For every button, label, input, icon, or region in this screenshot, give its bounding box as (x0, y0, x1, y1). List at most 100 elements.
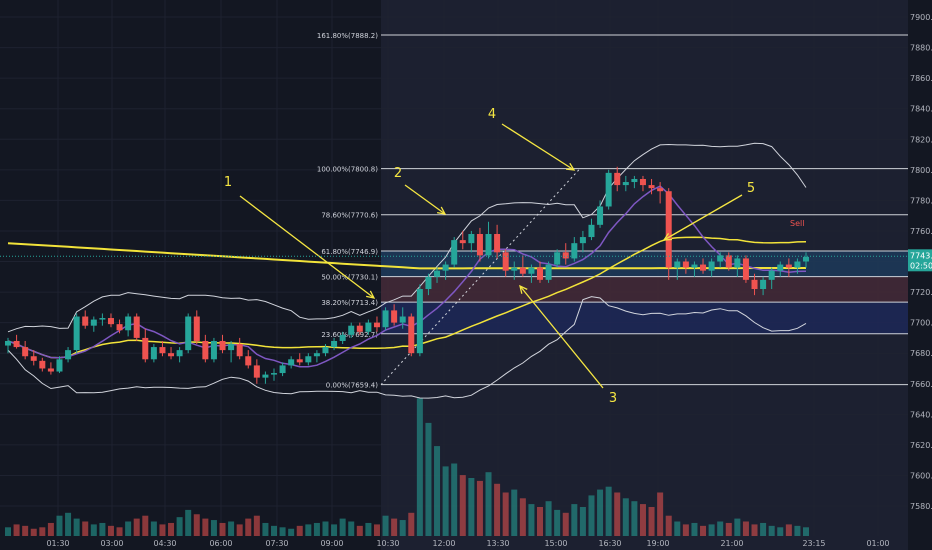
candle-body (168, 353, 175, 357)
price-tick-label: 7700.0 (910, 319, 932, 328)
volume-bar (373, 524, 380, 536)
candle-body (682, 261, 689, 268)
candle-body (4, 340, 12, 346)
volume-bar (331, 524, 338, 536)
candles[interactable] (4, 166, 810, 384)
volume-bar (382, 515, 389, 536)
volume-bar (228, 521, 235, 536)
time-tick-label: 03:00 (100, 539, 123, 548)
volume-bar (236, 524, 243, 536)
volume-bar (502, 492, 509, 536)
volume-bar (622, 498, 629, 536)
candle-body (39, 360, 46, 369)
time-tick-label: 15:00 (544, 539, 567, 548)
volume-bar (245, 518, 252, 536)
volume-bar (571, 504, 578, 536)
volume-bar (125, 521, 132, 536)
candle-body (262, 374, 269, 378)
volume-bar (700, 525, 707, 536)
candle-body (82, 316, 89, 326)
ma-long-line (7, 242, 806, 270)
volume-bar (408, 512, 415, 536)
annotation-arrow (239, 195, 375, 299)
volume-bar (22, 525, 29, 536)
fib-zones (381, 250, 908, 334)
time-tick-label: 06:00 (209, 539, 232, 548)
price-tick-label: 7780.0 (910, 196, 932, 205)
candle-body (717, 255, 724, 262)
candle-body (288, 359, 295, 366)
volume-bar (133, 518, 140, 536)
annotation-arrowhead (366, 290, 376, 299)
volume-bar (4, 527, 12, 536)
fib-level-label: 161.80%(7888.2) (317, 32, 378, 40)
volume-bar (785, 524, 792, 536)
volume-bar (296, 525, 303, 536)
volume-bar (511, 489, 518, 536)
volume-bar (107, 525, 114, 536)
candle-body (485, 233, 492, 256)
candle-body (734, 258, 741, 268)
candle-body (270, 373, 278, 375)
candle-body (674, 261, 681, 268)
candle-body (150, 347, 157, 360)
candle-body (408, 316, 415, 354)
time-tick-label: 21:00 (720, 539, 743, 548)
annotation-number: 1 (224, 175, 232, 190)
candle-body (382, 310, 389, 328)
volume-bar (468, 478, 475, 536)
annotation-arrow (501, 123, 575, 171)
annotation-arrowhead (565, 162, 576, 171)
volume-bar (90, 524, 97, 536)
volume-bar (142, 515, 149, 536)
volume-bar (168, 522, 175, 536)
volume-bar (682, 524, 689, 536)
current-price-label: 7743.4 (910, 251, 932, 260)
candle-body (425, 276, 432, 290)
candle-body (47, 368, 54, 372)
annotation-number: 4 (488, 107, 496, 122)
price-tick-label: 7600.0 (910, 471, 932, 480)
volume-bar (270, 525, 278, 536)
candle-body (202, 340, 209, 360)
time-axis[interactable]: 01:30 03:00 04:30 06:00 07:30 09:00 10:30 12:00… (46, 539, 889, 548)
price-axis[interactable]: 7580.0 7600.0 7620.0 7640.0 7660.0 7680.0 7700… (908, 0, 932, 550)
volume-bar (13, 524, 20, 536)
candle-body (133, 316, 140, 338)
time-tick-label: 10:30 (376, 539, 399, 548)
volume-bar (665, 515, 672, 536)
annotation-arrowhead (519, 284, 528, 294)
price-tick-label: 7580.0 (910, 502, 932, 511)
candle-body (99, 318, 106, 320)
candle-body (794, 261, 801, 268)
candle-body (657, 188, 664, 192)
fib-level-label: 100.00%(7800.8) (317, 166, 378, 174)
volume-bar (176, 517, 183, 536)
candle-body (176, 350, 183, 357)
candle-body (588, 224, 595, 238)
candle-body (751, 279, 758, 290)
volume-bar (305, 524, 312, 536)
countdown-label: 02:50 (910, 261, 932, 270)
candle-body (459, 240, 466, 244)
fib-levels: 161.80%(7888.2) 100.00%(7800.8) 78.60%(777… (317, 32, 908, 390)
volume-bar (519, 498, 526, 536)
candle-body (193, 316, 200, 341)
candle-body (142, 337, 149, 360)
candle-body (760, 279, 767, 290)
volume-bar (648, 507, 655, 536)
volume-bar (219, 522, 226, 536)
volume-bar (476, 480, 483, 536)
volume-bar (751, 524, 758, 536)
ma-medium-line (7, 236, 807, 359)
price-tick-label: 7760.0 (910, 227, 932, 236)
volume-bar (322, 521, 329, 536)
candle-body (365, 322, 372, 332)
price-tick-label: 7620.0 (910, 441, 932, 450)
volume-bar (768, 525, 775, 536)
volume-bar (210, 520, 217, 536)
candle-body (631, 178, 638, 183)
volume-bar (399, 520, 406, 536)
bollinger-upper (7, 142, 807, 333)
